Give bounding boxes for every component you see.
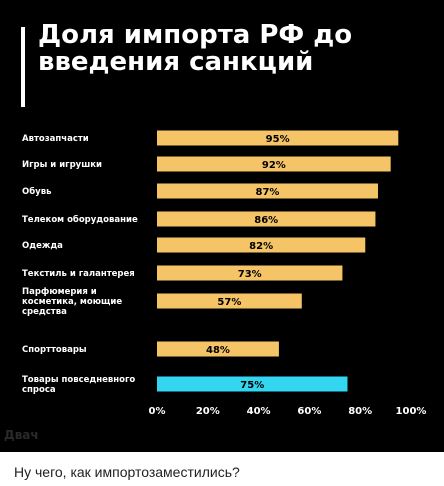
bar (157, 376, 348, 392)
post-caption: Ну чего, как импортозаместились? (14, 464, 240, 480)
value-labels: 95% 92% 87% 86% 82% 73% 57% 48% 75% (206, 134, 290, 391)
chart-title: Доля импорта РФ до введения санкций (38, 20, 353, 77)
category-label: Спорттовары (22, 345, 87, 355)
x-tick-label: 20% (196, 406, 220, 417)
bar-chart: Автозапчасти Игры и игрушки Обувь Телеком о… (22, 130, 427, 417)
category-label: Автозапчасти (22, 134, 89, 144)
category-label: Обувь (22, 186, 51, 197)
infographic-card: Доля импорта РФ до введения санкций Авто… (0, 0, 444, 452)
category-labels: Автозапчасти Игры и игрушки Обувь Телеком о… (22, 134, 138, 395)
x-tick-label: 80% (348, 406, 372, 417)
bar-value-label: 86% (254, 215, 278, 226)
bar-value-label: 48% (206, 345, 230, 356)
category-label: Товары повседневного спроса (22, 375, 135, 395)
bar (157, 237, 366, 253)
bar-value-label: 92% (262, 160, 286, 171)
title-accent-bar (21, 27, 25, 107)
category-label: Парфюмерия и косметика, моющие средства (22, 287, 122, 317)
bar (157, 341, 279, 357)
bar (157, 183, 378, 199)
x-axis-ticks: 0% 20% 40% 60% 80% 100% (149, 406, 427, 417)
bars (157, 130, 399, 392)
category-label: Игры и игрушки (22, 160, 102, 170)
watermark-logo: Двач (4, 428, 39, 442)
x-tick-label: 0% (149, 406, 166, 417)
x-tick-label: 40% (247, 406, 271, 417)
category-label: Одежда (22, 241, 63, 251)
bar (157, 293, 302, 309)
bar-value-label: 57% (217, 297, 241, 308)
bar (157, 265, 343, 281)
bar-value-label: 82% (249, 241, 273, 252)
category-label: Телеком оборудование (22, 214, 138, 225)
bar-value-label: 75% (240, 380, 264, 391)
x-tick-label: 100% (396, 406, 427, 417)
category-label: Текстиль и галантерея (22, 269, 135, 279)
bar-value-label: 87% (256, 187, 280, 198)
bar (157, 130, 399, 146)
bar (157, 211, 376, 227)
x-tick-label: 60% (297, 406, 321, 417)
bar-value-label: 95% (266, 134, 290, 145)
bar (157, 156, 391, 172)
bar-value-label: 73% (238, 269, 262, 280)
